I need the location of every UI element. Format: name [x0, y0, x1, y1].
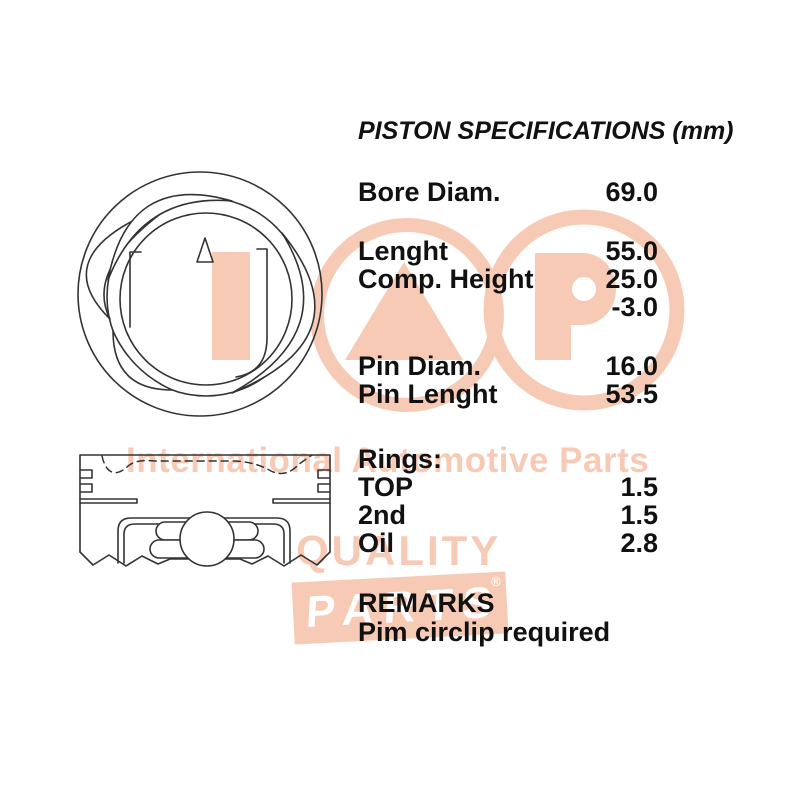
spec-row: -3.0	[358, 293, 658, 321]
watermark-letter-a	[345, 262, 463, 360]
spec-label: Pin Lenght	[358, 379, 498, 409]
spec-spacer	[358, 206, 658, 237]
page-title: PISTON SPECIFICATIONS (mm)	[358, 117, 734, 145]
remarks-note: Pim circlip required	[358, 617, 611, 647]
spec-label: Pin Diam.	[358, 351, 482, 381]
spec-value: 69.0	[605, 177, 658, 207]
spec-row: 2nd 1.5	[358, 501, 658, 529]
spec-label: Comp. Height	[358, 264, 534, 294]
spec-row: Pin Lenght 53.5	[358, 380, 658, 408]
spec-value: 1.5	[620, 472, 658, 502]
spec-label: 2nd	[358, 500, 407, 530]
spec-row: TOP 1.5	[358, 473, 658, 501]
spec-label: TOP	[358, 472, 414, 502]
spec-value: 2.8	[620, 528, 658, 558]
spec-value: -3.0	[611, 292, 658, 322]
spec-value: 53.5	[605, 379, 658, 409]
registered-trademark-icon: ®	[490, 573, 502, 590]
spec-value: 25.0	[605, 264, 658, 294]
spec-row: Comp. Height 25.0	[358, 265, 658, 293]
spec-row: Lenght 55.0	[358, 237, 658, 265]
spec-value: 1.5	[620, 500, 658, 530]
spec-spacer	[358, 321, 658, 352]
watermark-letter-p	[535, 253, 616, 360]
watermark-letter-i	[212, 252, 250, 360]
spec-spacer	[358, 408, 658, 445]
watermark-letter-p-counter	[572, 277, 596, 301]
spec-value: 55.0	[605, 236, 658, 266]
spec-row: Oil 2.8	[358, 529, 658, 557]
spec-label: Oil	[358, 528, 395, 558]
spec-label: Bore Diam.	[358, 177, 501, 207]
spec-value: 16.0	[605, 351, 658, 381]
remarks-header: REMARKS	[358, 588, 495, 618]
spec-table: Bore Diam. 69.0 Lenght 55.0 Comp. Height 25.0…	[358, 178, 658, 557]
remarks-block: REMARKS Pim circlip required	[358, 589, 610, 647]
spec-row: Rings:	[358, 445, 658, 473]
spec-label: Lenght	[358, 236, 448, 266]
spec-row: Pin Diam. 16.0	[358, 352, 658, 380]
spec-label: Rings:	[358, 444, 442, 474]
spec-row: Bore Diam. 69.0	[358, 178, 658, 206]
